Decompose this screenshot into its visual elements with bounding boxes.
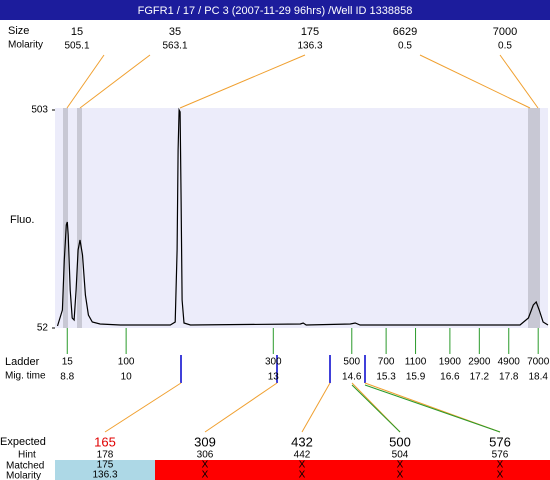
matched-size: 175 bbox=[97, 460, 114, 471]
matched-size: X bbox=[397, 460, 404, 471]
marker-band bbox=[528, 108, 540, 328]
matched-size: X bbox=[497, 460, 504, 471]
ladder-time: 17.8 bbox=[499, 372, 519, 383]
matched-molarity: X bbox=[299, 470, 306, 480]
ladder-time: 15.9 bbox=[406, 372, 426, 383]
matched-size: X bbox=[299, 460, 306, 471]
molarity-label: Molarity bbox=[8, 40, 43, 51]
size-label: Size bbox=[8, 25, 29, 37]
ladder-size: 2900 bbox=[468, 357, 491, 368]
ladder-size: 300 bbox=[265, 357, 282, 368]
ladder-size: 1100 bbox=[405, 357, 427, 368]
hint-size: 504 bbox=[392, 450, 409, 461]
unmatched-cells bbox=[155, 460, 550, 480]
peak-molarity: 0.5 bbox=[498, 41, 512, 52]
ladder-connectors bbox=[351, 384, 501, 433]
y-tick-label: 503 bbox=[31, 105, 48, 116]
ladder-size: 4900 bbox=[498, 357, 521, 368]
y-tick-label: 52 bbox=[37, 323, 49, 334]
ladder-time: 16.6 bbox=[440, 372, 460, 383]
ladder-size: 1900 bbox=[439, 357, 462, 368]
expected-label: Expected bbox=[0, 436, 46, 448]
hint-size: 178 bbox=[97, 450, 114, 461]
hint-size: 306 bbox=[197, 450, 214, 461]
hint-size: 442 bbox=[294, 450, 311, 461]
expected-connectors bbox=[104, 382, 501, 433]
hint-size: 576 bbox=[492, 450, 509, 461]
expected-size: 432 bbox=[291, 434, 313, 449]
plot-area bbox=[55, 108, 548, 328]
expected-size: 165 bbox=[94, 434, 116, 449]
peak-size: 6629 bbox=[393, 26, 417, 38]
ladder-time: 14.6 bbox=[342, 372, 362, 383]
ladder-time: 13 bbox=[268, 372, 280, 383]
matched-molarity: X bbox=[202, 470, 209, 480]
ladder-size: 100 bbox=[118, 357, 135, 368]
ladder-label: Ladder bbox=[5, 356, 40, 368]
matched-label: Matched bbox=[6, 461, 44, 472]
ladder-time: 8.8 bbox=[60, 372, 74, 383]
ladder-time: 15.3 bbox=[376, 372, 396, 383]
ladder-time: 17.2 bbox=[470, 372, 490, 383]
expected-size: 309 bbox=[194, 434, 216, 449]
marker-band bbox=[77, 108, 82, 328]
peak-molarity: 136.3 bbox=[297, 41, 322, 52]
peak-size: 15 bbox=[71, 26, 83, 38]
peak-molarity: 505.1 bbox=[64, 41, 89, 52]
peak-molarity: 0.5 bbox=[398, 41, 412, 52]
peak-size: 175 bbox=[301, 26, 319, 38]
marker-band bbox=[63, 108, 68, 328]
expected-markers bbox=[180, 355, 366, 383]
hint-label: Hint bbox=[18, 450, 36, 461]
matched-molarity: X bbox=[397, 470, 404, 480]
expected-size: 500 bbox=[389, 434, 411, 449]
peak-size: 35 bbox=[169, 26, 181, 38]
ladder-size: 700 bbox=[378, 357, 395, 368]
ladder-time: 18.4 bbox=[528, 372, 548, 383]
title-bar bbox=[0, 0, 550, 20]
peak-size: 7000 bbox=[493, 26, 517, 38]
trace bbox=[56, 107, 549, 327]
molarity-label: Molarity bbox=[6, 471, 41, 480]
matched-cell bbox=[55, 460, 155, 480]
matched-molarity: X bbox=[497, 470, 504, 480]
peak-connectors bbox=[66, 54, 539, 109]
ladder-time: 10 bbox=[121, 372, 133, 383]
peak-molarity: 563.1 bbox=[162, 41, 187, 52]
ladder-size: 500 bbox=[343, 357, 360, 368]
title: FGFR1 / 17 / PC 3 (2007-11-29 96hrs) /We… bbox=[138, 5, 413, 17]
expected-size: 576 bbox=[489, 434, 511, 449]
ladder-size: 7000 bbox=[527, 357, 550, 368]
matched-molarity: 136.3 bbox=[92, 470, 117, 480]
mig-time-label: Mig. time bbox=[5, 371, 46, 382]
ladder-size: 15 bbox=[62, 357, 74, 368]
matched-size: X bbox=[202, 460, 209, 471]
y-axis-label: Fluo. bbox=[10, 214, 34, 226]
